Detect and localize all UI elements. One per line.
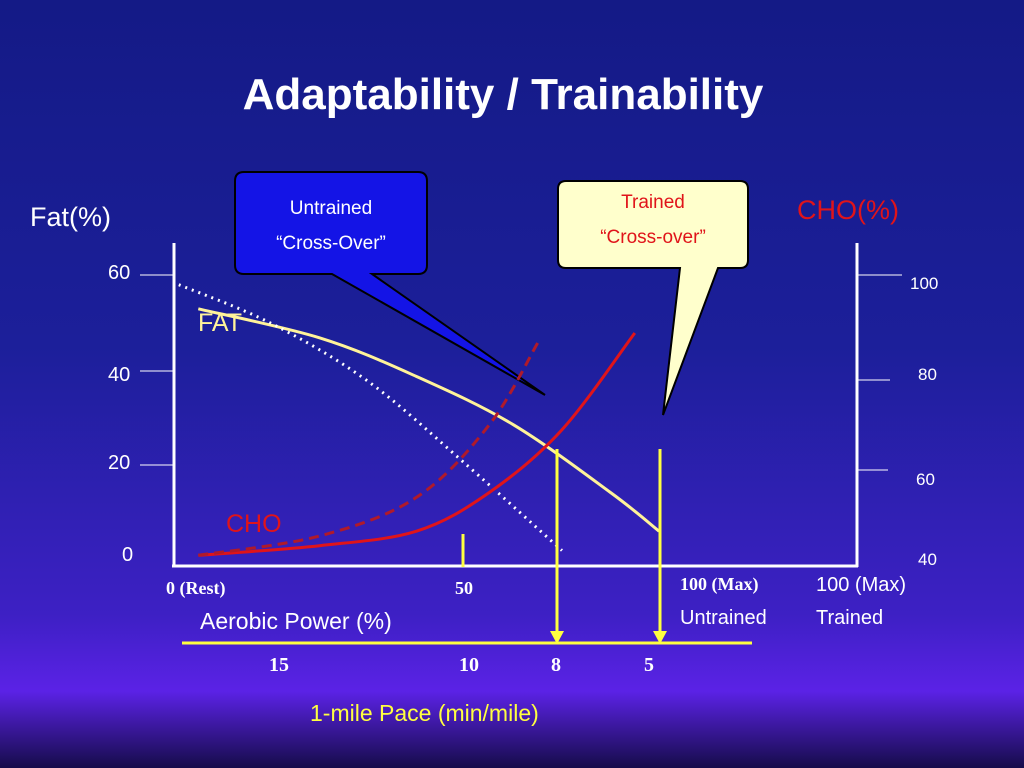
- right-tick-label: 40: [918, 550, 937, 569]
- left-tick-marks: [140, 274, 174, 466]
- fat-trained-curve: [197, 307, 660, 533]
- right-tick-label: 100: [910, 274, 939, 293]
- trained-callout-bubble: [557, 180, 749, 416]
- left-tick-label: 40: [108, 364, 131, 386]
- x-tick-trained-max: 100 (Max): [816, 574, 907, 596]
- trained-callout-line2: “Cross-over”: [600, 227, 706, 248]
- untrained-callout-line1: Untrained: [289, 198, 373, 219]
- trained-label: Trained: [816, 607, 884, 629]
- trained-callout-text: Trained “Cross-over”: [558, 185, 748, 255]
- pace-tick-label: 10: [459, 654, 479, 676]
- pace-tick-label: 15: [269, 654, 289, 676]
- trained-pace-arrow: [653, 449, 667, 644]
- cho-untrained-curve: [198, 341, 540, 557]
- cho-trained-curve: [198, 332, 636, 557]
- series-layer: [178, 283, 660, 557]
- left-tick-label: 0: [122, 544, 134, 566]
- left-tick-label: 60: [108, 262, 131, 284]
- left-tick-label: 20: [108, 452, 131, 474]
- untrained-callout-bubble: [234, 171, 546, 396]
- left-axis-label: Fat(%): [30, 202, 111, 232]
- x-tick-rest: 0 (Rest): [166, 578, 226, 598]
- untrained-pace-arrow: [550, 449, 564, 644]
- pace-tick-label: 5: [644, 654, 654, 676]
- untrained-label: Untrained: [680, 607, 767, 629]
- fat-series-label: FAT: [198, 309, 242, 337]
- right-axis-label: CHO(%): [797, 195, 899, 225]
- right-tick-marks: [857, 274, 902, 471]
- page-title: Adaptability / Trainability: [242, 70, 764, 119]
- untrained-callout-line2: “Cross-Over”: [276, 233, 386, 254]
- right-tick-label: 80: [918, 365, 937, 384]
- x-tick-untrained-max: 100 (Max): [680, 574, 759, 594]
- pace-axis-label: 1-mile Pace (min/mile): [310, 700, 539, 726]
- axes: [172, 243, 859, 568]
- trained-callout-line1: Trained: [621, 192, 685, 213]
- cho-series-label: CHO: [226, 510, 282, 538]
- right-tick-label: 60: [916, 470, 935, 489]
- pace-tick-label: 8: [551, 654, 561, 676]
- x-tick-mid: 50: [455, 578, 473, 598]
- x-axis-label: Aerobic Power (%): [200, 608, 392, 634]
- untrained-callout-text: Untrained “Cross-Over”: [235, 191, 427, 261]
